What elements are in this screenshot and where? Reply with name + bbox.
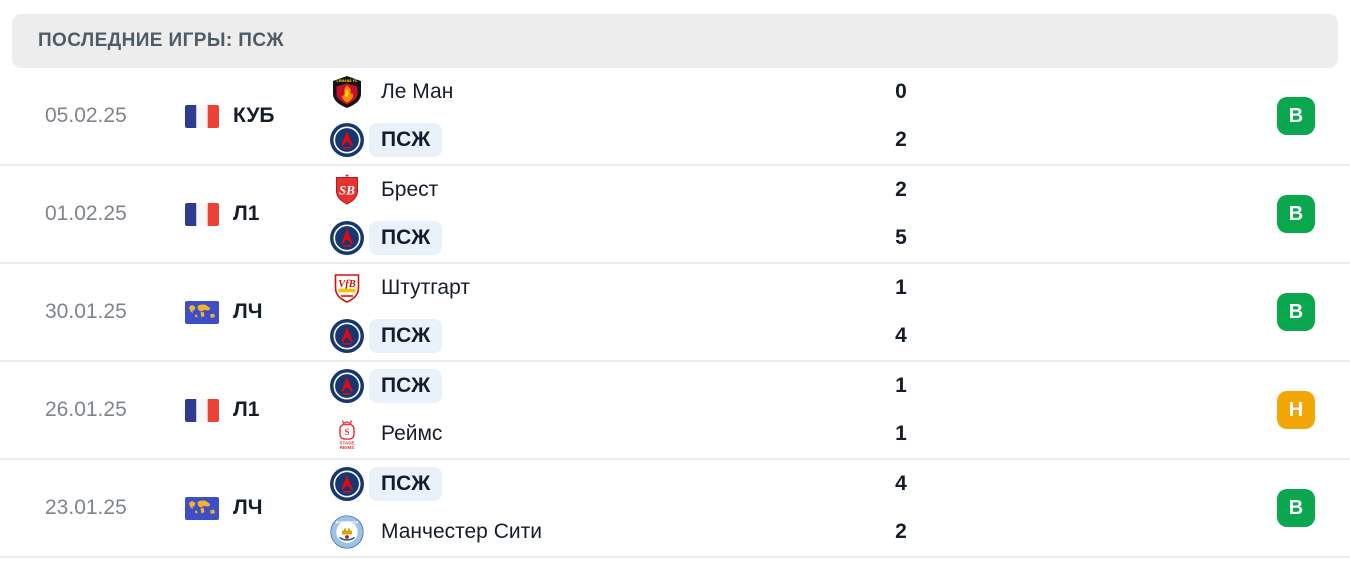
result-badge-draw: Н <box>1277 391 1315 429</box>
france-flag-icon <box>185 105 233 128</box>
team-score: 4 <box>895 472 907 495</box>
team-name-highlighted[interactable]: ПСЖ <box>369 369 443 403</box>
team-name-highlighted[interactable]: ПСЖ <box>369 319 443 353</box>
competition-label: КУБ <box>233 104 275 127</box>
recent-games-widget: ПОСЛЕДНИЕ ИГРЫ: ПСЖ 05.02.25 КУБ Ле Ман … <box>0 14 1350 558</box>
match-row[interactable]: 05.02.25 КУБ Ле Ман 0 ПСЖ 2 В <box>0 68 1350 166</box>
psg-logo-icon <box>330 221 364 255</box>
team-name[interactable]: Ле Ман <box>381 80 454 103</box>
psg-logo-icon <box>330 319 364 353</box>
team-line: ПСЖ 4 <box>330 312 921 360</box>
team-score: 2 <box>895 178 907 201</box>
competition-label: ЛЧ <box>233 300 263 323</box>
team-line: ПСЖ 2 <box>330 116 921 164</box>
reims-logo-icon <box>330 417 364 451</box>
team-score: 5 <box>895 226 907 249</box>
result-badge-win: В <box>1277 97 1315 135</box>
stuttgart-logo-icon <box>330 271 364 305</box>
team-line: Штутгарт 1 <box>330 264 921 312</box>
match-teams: ПСЖ 1 Реймс 1 <box>330 362 921 458</box>
psg-logo-icon <box>330 369 364 403</box>
world-map-icon <box>185 301 233 324</box>
match-date: 23.01.25 <box>45 496 127 519</box>
mancity-logo-icon <box>330 515 364 549</box>
team-score: 4 <box>895 324 907 347</box>
france-flag-icon <box>185 203 233 226</box>
team-score: 2 <box>895 520 907 543</box>
match-date: 26.01.25 <box>45 398 127 421</box>
psg-logo-icon <box>330 123 364 157</box>
widget-header: ПОСЛЕДНИЕ ИГРЫ: ПСЖ <box>12 14 1338 68</box>
team-name[interactable]: Штутгарт <box>381 276 470 299</box>
match-row[interactable]: 26.01.25 Л1 ПСЖ 1 Реймс 1 Н <box>0 362 1350 460</box>
match-row[interactable]: 30.01.25 ЛЧ Штутгарт 1 ПСЖ 4 В <box>0 264 1350 362</box>
match-row[interactable]: 01.02.25 Л1 Брест 2 ПСЖ 5 В <box>0 166 1350 264</box>
match-teams: Ле Ман 0 ПСЖ 2 <box>330 68 921 164</box>
widget-title: ПОСЛЕДНИЕ ИГРЫ: ПСЖ <box>38 30 285 51</box>
team-line: ПСЖ 1 <box>330 362 921 410</box>
result-badge-win: В <box>1277 293 1315 331</box>
france-flag-icon <box>185 399 233 422</box>
lemans-logo-icon <box>330 75 364 109</box>
competition-label: Л1 <box>233 202 260 225</box>
team-name-highlighted[interactable]: ПСЖ <box>369 123 443 157</box>
match-teams: Брест 2 ПСЖ 5 <box>330 166 921 262</box>
team-line: Реймс 1 <box>330 410 921 458</box>
team-line: Ле Ман 0 <box>330 68 921 116</box>
match-teams: ПСЖ 4 Манчестер Сити 2 <box>330 460 921 556</box>
team-score: 2 <box>895 128 907 151</box>
result-badge-win: В <box>1277 195 1315 233</box>
match-date: 05.02.25 <box>45 104 127 127</box>
team-line: Брест 2 <box>330 166 921 214</box>
team-line: ПСЖ 4 <box>330 460 921 508</box>
team-line: ПСЖ 5 <box>330 214 921 262</box>
match-teams: Штутгарт 1 ПСЖ 4 <box>330 264 921 360</box>
match-list: 05.02.25 КУБ Ле Ман 0 ПСЖ 2 В 01.02.25 <box>0 68 1350 558</box>
team-name-highlighted[interactable]: ПСЖ <box>369 221 443 255</box>
team-name-highlighted[interactable]: ПСЖ <box>369 467 443 501</box>
result-badge-win: В <box>1277 489 1315 527</box>
team-score: 1 <box>895 422 907 445</box>
team-score: 1 <box>895 276 907 299</box>
match-row[interactable]: 23.01.25 ЛЧ ПСЖ 4 Манчестер Сити 2 В <box>0 460 1350 558</box>
competition-label: Л1 <box>233 398 260 421</box>
brest-logo-icon <box>330 173 364 207</box>
team-name[interactable]: Манчестер Сити <box>381 520 542 543</box>
world-map-icon <box>185 497 233 520</box>
team-score: 1 <box>895 374 907 397</box>
team-name[interactable]: Реймс <box>381 422 443 445</box>
team-score: 0 <box>895 80 907 103</box>
psg-logo-icon <box>330 467 364 501</box>
match-date: 30.01.25 <box>45 300 127 323</box>
team-line: Манчестер Сити 2 <box>330 508 921 556</box>
match-date: 01.02.25 <box>45 202 127 225</box>
team-name[interactable]: Брест <box>381 178 439 201</box>
competition-label: ЛЧ <box>233 496 263 519</box>
